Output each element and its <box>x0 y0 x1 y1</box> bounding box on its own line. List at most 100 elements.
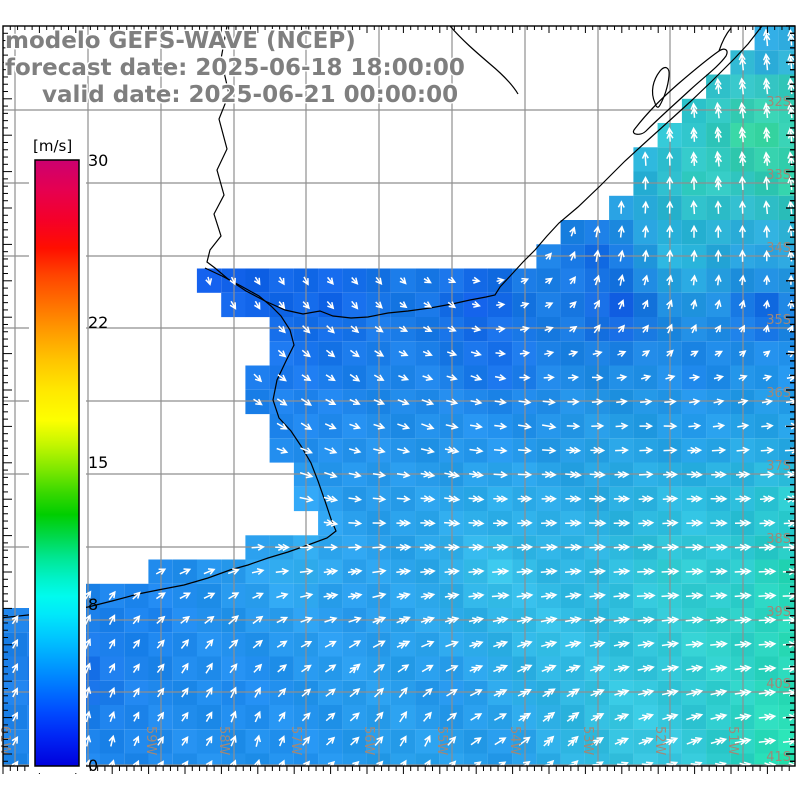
wind-arrow <box>710 567 728 576</box>
sea-cell <box>269 753 294 766</box>
wind-arrow <box>326 325 335 334</box>
wind-arrow <box>326 276 334 286</box>
wind-arrow <box>324 423 337 430</box>
wind-arrow <box>593 249 601 262</box>
wind-arrow <box>614 737 630 746</box>
wind-arrow <box>374 350 385 357</box>
wind-arrow <box>180 615 191 624</box>
coastline-south <box>3 267 337 619</box>
wind-arrow <box>420 567 436 576</box>
wind-arrow <box>278 735 286 747</box>
wind-arrow <box>615 422 629 430</box>
wind-arrow <box>108 638 116 650</box>
wind-arrow <box>540 567 558 576</box>
wind-arrow <box>108 662 116 674</box>
wind-arrow <box>710 688 728 697</box>
wind-arrow <box>278 301 286 310</box>
wind-arrow <box>685 543 705 551</box>
wind-arrow <box>613 640 631 649</box>
wind-arrow <box>468 495 485 503</box>
wind-arrow <box>396 495 411 503</box>
wind-arrow <box>348 543 363 551</box>
wind-arrow <box>661 543 680 552</box>
wind-arrow <box>687 446 703 454</box>
wind-arrow <box>518 736 531 746</box>
wind-arrow <box>277 349 287 358</box>
wind-arrow <box>714 350 724 358</box>
wind-arrow <box>617 225 625 238</box>
wind-arrow <box>373 663 385 673</box>
wind-arrow <box>567 735 579 747</box>
wind-arrow <box>641 175 650 190</box>
wind-arrow <box>350 325 360 334</box>
wind-arrow <box>690 350 699 358</box>
wind-arrow <box>714 77 723 94</box>
wind-arrow <box>686 688 704 697</box>
wind-arrow <box>396 567 412 576</box>
wind-arrow <box>470 398 483 406</box>
sea-cell <box>584 753 610 766</box>
wind-arrow <box>132 735 140 747</box>
wind-arrow <box>444 567 460 576</box>
wind-arrow <box>228 639 239 649</box>
wind-arrow <box>590 713 605 722</box>
sea-cell <box>487 753 513 766</box>
wind-arrow <box>663 470 678 479</box>
wind-arrow <box>492 567 510 576</box>
wind-arrow <box>758 592 777 600</box>
wind-arrow <box>470 349 482 357</box>
wind-arrow <box>518 398 532 406</box>
wind-arrow <box>637 688 655 697</box>
wind-arrow <box>84 734 92 747</box>
wind-arrow <box>565 446 582 454</box>
wind-arrow <box>738 200 747 214</box>
wind-arrow <box>420 470 436 479</box>
wind-arrow <box>349 398 361 406</box>
wind-arrow <box>493 664 509 673</box>
wind-arrow <box>181 735 189 746</box>
wind-arrow <box>613 664 630 673</box>
wind-arrow <box>666 176 674 190</box>
wind-arrow <box>301 688 312 697</box>
wind-arrow <box>84 662 92 674</box>
wind-arrow <box>179 592 192 600</box>
wind-arrow <box>11 638 19 649</box>
wind-arrow <box>613 519 631 527</box>
wind-arrow <box>324 543 338 551</box>
wind-arrow <box>253 276 261 286</box>
wind-arrow <box>641 299 649 310</box>
wind-arrow <box>763 151 771 166</box>
wind-arrow <box>591 398 604 406</box>
wind-arrow <box>181 662 189 674</box>
wind-arrow <box>735 470 751 479</box>
wind-arrow <box>446 688 458 697</box>
wind-arrow <box>565 519 583 527</box>
colorbar-tick-label: 15 <box>88 453 108 472</box>
sea-cell <box>124 753 149 766</box>
wind-arrow <box>638 470 654 479</box>
wind-arrow <box>711 446 727 454</box>
wind-arrow <box>108 686 116 698</box>
wind-arrow <box>397 447 411 455</box>
wind-arrow <box>493 471 508 479</box>
wind-arrow <box>517 640 533 649</box>
wind-arrow <box>591 422 605 430</box>
sea-cell <box>463 753 488 766</box>
wind-arrow <box>666 200 674 214</box>
latitude-label: 32S <box>766 95 791 110</box>
wind-arrow <box>301 374 312 382</box>
latitude-label: 36S <box>766 386 791 401</box>
wind-arrow <box>422 374 434 381</box>
wind-arrow <box>763 249 771 262</box>
wind-arrow <box>420 447 435 455</box>
wind-arrow <box>472 276 481 284</box>
wind-arrow <box>421 398 435 406</box>
wind-arrow <box>589 640 606 649</box>
longitude-label: 57W <box>288 726 303 756</box>
colorbar-gradient <box>34 159 80 767</box>
wind-arrow <box>323 567 339 576</box>
wind-arrow <box>540 616 558 624</box>
wind-arrow <box>422 349 433 357</box>
wind-arrow <box>738 274 747 286</box>
wind-arrow <box>540 543 559 551</box>
